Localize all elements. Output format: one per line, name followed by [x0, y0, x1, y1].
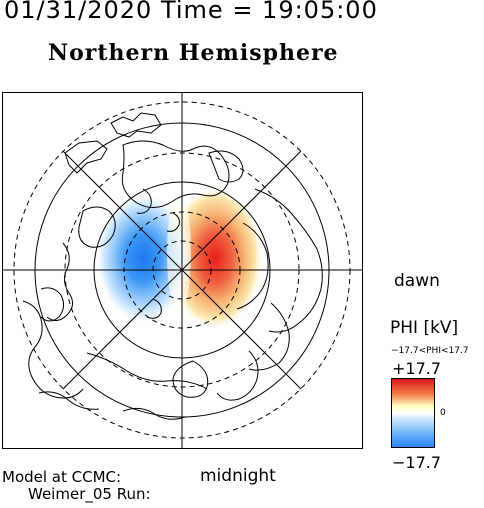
midnight-label: midnight [200, 466, 276, 486]
polar-map-svg [3, 93, 362, 448]
polar-map [2, 92, 363, 449]
colorbar-quantity-label: PHI [kV] [390, 318, 459, 338]
colorbar-max-label: +17.7 [392, 359, 442, 378]
dawn-label: dawn [394, 271, 440, 291]
model-credit-line1: Model at CCMC: [2, 468, 122, 486]
colorbar-min-label: −17.7 [392, 453, 442, 472]
model-credit-line2: Weimer_05 Run: [28, 485, 151, 503]
timestamp-title: 01/31/2020 Time = 19:05:00 [4, 0, 378, 24]
meridian-lines [3, 93, 362, 448]
hemisphere-title: Northern Hemisphere [48, 40, 339, 66]
colorbar [391, 378, 435, 448]
colorbar-range-label: −17.7<PHI<17.7 [391, 346, 469, 356]
colorbar-zero-label: 0 [440, 408, 446, 418]
